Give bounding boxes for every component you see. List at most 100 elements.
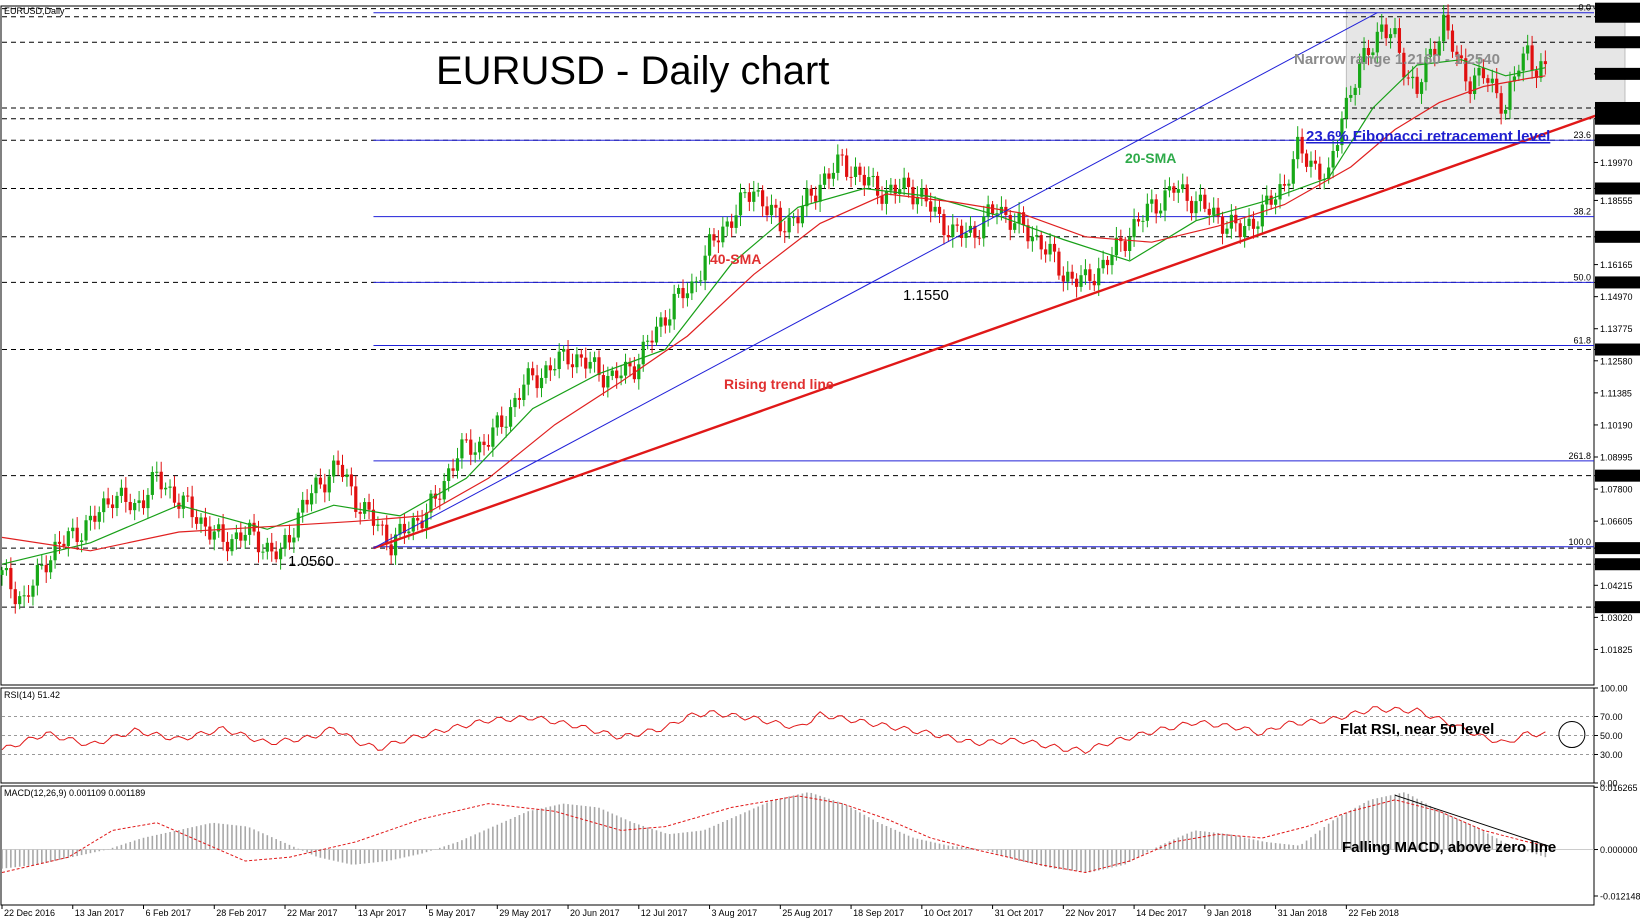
candle-body (531, 368, 535, 376)
candle-body (1473, 75, 1477, 95)
candle-body (88, 515, 93, 521)
candle-body (654, 326, 659, 343)
candle-body (774, 204, 778, 208)
candle-body (756, 190, 760, 192)
rsi-axis-tick-label: 70.00 (1600, 712, 1623, 722)
candle-body (261, 551, 265, 553)
date-axis-tick-label: 28 Feb 2017 (216, 908, 267, 918)
candle-body (1061, 275, 1065, 282)
candle-body (1349, 95, 1353, 98)
date-axis-tick-label: 31 Oct 2017 (995, 908, 1044, 918)
candle-body (283, 534, 287, 549)
candle-body (97, 512, 101, 522)
candle-body (712, 234, 716, 241)
candle-body (1287, 183, 1291, 186)
candle-body (906, 177, 911, 187)
candle-body (1340, 118, 1344, 146)
candle-body (597, 357, 601, 376)
candle-body (707, 234, 712, 256)
candle-body (1159, 210, 1163, 214)
candle-body (822, 173, 827, 185)
narrow-range-box (1345, 8, 1626, 120)
candle-body (539, 377, 544, 389)
price-axis-tick-label: 1.15500 (1598, 278, 1631, 288)
candle-body (1495, 78, 1499, 94)
candle-body (1300, 136, 1304, 154)
rsi-circle-marker (1558, 721, 1586, 749)
candle-body (1424, 56, 1428, 83)
candle-body (942, 213, 946, 236)
candle-body (393, 534, 398, 556)
candle-body (1464, 58, 1468, 82)
candle-body (929, 201, 933, 212)
candle-body (1402, 52, 1406, 78)
price-axis-tick-label: 1.19970 (1600, 158, 1633, 168)
candle-body (256, 531, 261, 553)
candle-body (1163, 190, 1167, 211)
price-axis-tick-label: 1.07800 (1600, 485, 1633, 495)
candle-body (778, 207, 782, 232)
rsi-line (1, 706, 1546, 754)
candle-body (898, 189, 902, 194)
candle-body (164, 487, 168, 490)
candle-body (66, 531, 70, 546)
symbol-label: EURUSD,Daily (4, 6, 65, 16)
candle-body (1353, 87, 1357, 96)
candle-body (893, 184, 897, 194)
candle-body (831, 172, 835, 179)
price-axis-tick-label: 1.04215 (1600, 581, 1633, 591)
candle-body (318, 477, 322, 485)
candle-body (270, 542, 274, 552)
candle-body (1291, 159, 1295, 184)
candle-body (115, 495, 119, 509)
candle-body (1110, 255, 1114, 266)
date-axis-tick-label: 3 Aug 2017 (712, 908, 758, 918)
candle-body (35, 565, 39, 586)
candle-body (1433, 48, 1437, 56)
candle-body (1066, 271, 1070, 282)
candle-body (1225, 228, 1229, 234)
candle-body (902, 177, 906, 190)
price-axis-tick-label: 1.16165 (1600, 260, 1633, 270)
date-axis-tick-label: 20 Jun 2017 (570, 908, 620, 918)
candle-body (641, 341, 645, 365)
candle-body (592, 357, 597, 362)
candle-body (225, 541, 230, 552)
candle-body (840, 154, 844, 156)
candle-body (57, 541, 62, 544)
candle-body (1238, 223, 1242, 238)
candle-body (376, 524, 380, 526)
candle-body (964, 232, 968, 238)
candle-body (1198, 194, 1203, 202)
price-axis-tag (1595, 134, 1640, 147)
date-axis-tick-label: 9 Jan 2018 (1207, 908, 1252, 918)
candle-body (677, 287, 681, 294)
candle-body (1243, 226, 1247, 238)
macd-axis-tick-label: 0.000000 (1600, 845, 1638, 855)
candle-body (1088, 269, 1092, 281)
candle-body (199, 517, 203, 524)
fibonacci-level-label: 100.0 (1568, 537, 1591, 547)
candle-body (650, 340, 654, 343)
date-axis-tick-label: 25 Aug 2017 (782, 908, 833, 918)
candle-body (562, 349, 566, 352)
candle-body (146, 494, 150, 509)
price-axis-tick-label: 1.21600 (1598, 114, 1631, 124)
candle-body (168, 486, 172, 488)
candle-body (31, 585, 35, 597)
candle-body (22, 595, 26, 597)
price-axis-tag (1595, 343, 1640, 356)
candle-body (1013, 223, 1017, 230)
candle-body (239, 532, 243, 541)
candle-body (721, 226, 725, 243)
candle-body (915, 196, 919, 205)
candle-body (482, 441, 486, 446)
candle-body (1154, 199, 1158, 214)
candle-body (208, 526, 212, 540)
candle-body (937, 206, 942, 214)
candle-body (814, 195, 818, 202)
candle-body (1114, 237, 1118, 256)
fibonacci-level-label: 50.0 (1573, 272, 1591, 282)
price-axis-tick-label: 1.25400 (1598, 12, 1631, 22)
macd-axis-tick-label: 0.016265 (1600, 783, 1638, 793)
